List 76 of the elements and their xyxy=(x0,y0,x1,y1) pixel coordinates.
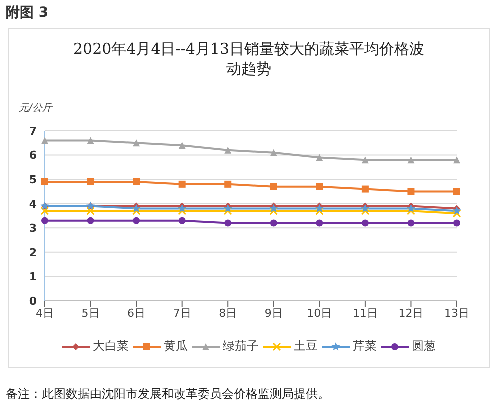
x-tick-label: 6日 xyxy=(128,306,146,320)
point xyxy=(270,183,278,190)
legend-label: 大白菜 xyxy=(93,338,129,355)
legend-label: 绿茄子 xyxy=(223,338,259,355)
point xyxy=(132,206,141,216)
y-axis-title: 元/公斤 xyxy=(19,102,52,115)
y-tick-label: 6 xyxy=(29,149,38,162)
point xyxy=(178,142,186,150)
legend-label: 圆葱 xyxy=(412,338,436,355)
point xyxy=(42,137,48,144)
point xyxy=(454,220,460,227)
point xyxy=(270,220,278,227)
y-tick-label: 7 xyxy=(29,124,37,138)
point xyxy=(270,149,278,156)
y-tick-label: 1 xyxy=(29,270,37,284)
point xyxy=(315,204,324,212)
x-tick-label: 5日 xyxy=(82,306,100,320)
x-tick-label: 8日 xyxy=(219,306,238,320)
point xyxy=(452,209,462,218)
point xyxy=(133,140,140,147)
point xyxy=(316,220,324,227)
point xyxy=(40,206,50,216)
y-tick-label: 0 xyxy=(29,294,38,308)
point xyxy=(315,206,324,216)
y-tick-label: 3 xyxy=(29,222,37,236)
point xyxy=(270,204,278,212)
point xyxy=(87,137,94,144)
point xyxy=(408,188,415,196)
x-tick-label: 4日 xyxy=(36,306,54,320)
point xyxy=(362,186,369,193)
point xyxy=(452,206,462,215)
point xyxy=(178,206,187,216)
point xyxy=(178,217,186,224)
point xyxy=(224,146,232,154)
point xyxy=(361,206,370,216)
text: 备注：此图数据由沈阳市发展和改革委员会价格监测局提供。 xyxy=(6,386,330,403)
point xyxy=(87,217,94,224)
point xyxy=(316,154,324,162)
point xyxy=(361,204,370,212)
y-tick-label: 5 xyxy=(29,173,37,186)
point xyxy=(362,156,369,164)
point xyxy=(406,206,416,216)
point xyxy=(362,220,369,227)
point xyxy=(454,188,460,196)
point xyxy=(224,180,232,188)
x-tick-label: 10日 xyxy=(307,306,332,320)
point xyxy=(408,156,415,164)
x-tick-label: 11日 xyxy=(352,306,378,320)
point xyxy=(178,204,187,212)
chart-title: 2020年4月4日--4月13日销量较大的蔬菜平均价格波动趋势 xyxy=(72,39,426,79)
legend-label: 土豆 xyxy=(294,338,318,355)
point xyxy=(316,183,324,190)
legend-label: 黄瓜 xyxy=(164,338,188,355)
point xyxy=(270,206,278,216)
y-tick-label: 2 xyxy=(29,246,37,260)
x-tick-label: 7日 xyxy=(173,306,192,320)
point xyxy=(86,206,96,216)
text: 附图 3 xyxy=(6,4,49,22)
point xyxy=(133,178,140,186)
point xyxy=(408,220,415,227)
point xyxy=(133,217,140,224)
point xyxy=(178,180,186,188)
point xyxy=(42,217,48,224)
y-tick-label: 4 xyxy=(29,198,38,211)
point xyxy=(224,206,232,216)
x-tick-label: 13日 xyxy=(444,306,470,320)
legend-label: 芹菜 xyxy=(353,338,377,355)
point xyxy=(87,178,94,186)
point xyxy=(132,204,141,212)
point xyxy=(224,220,232,227)
point xyxy=(406,204,416,212)
x-tick-label: 9日 xyxy=(264,306,283,320)
point xyxy=(224,204,232,212)
x-tick-label: 12日 xyxy=(398,306,424,320)
point xyxy=(42,178,48,186)
point xyxy=(454,156,460,164)
